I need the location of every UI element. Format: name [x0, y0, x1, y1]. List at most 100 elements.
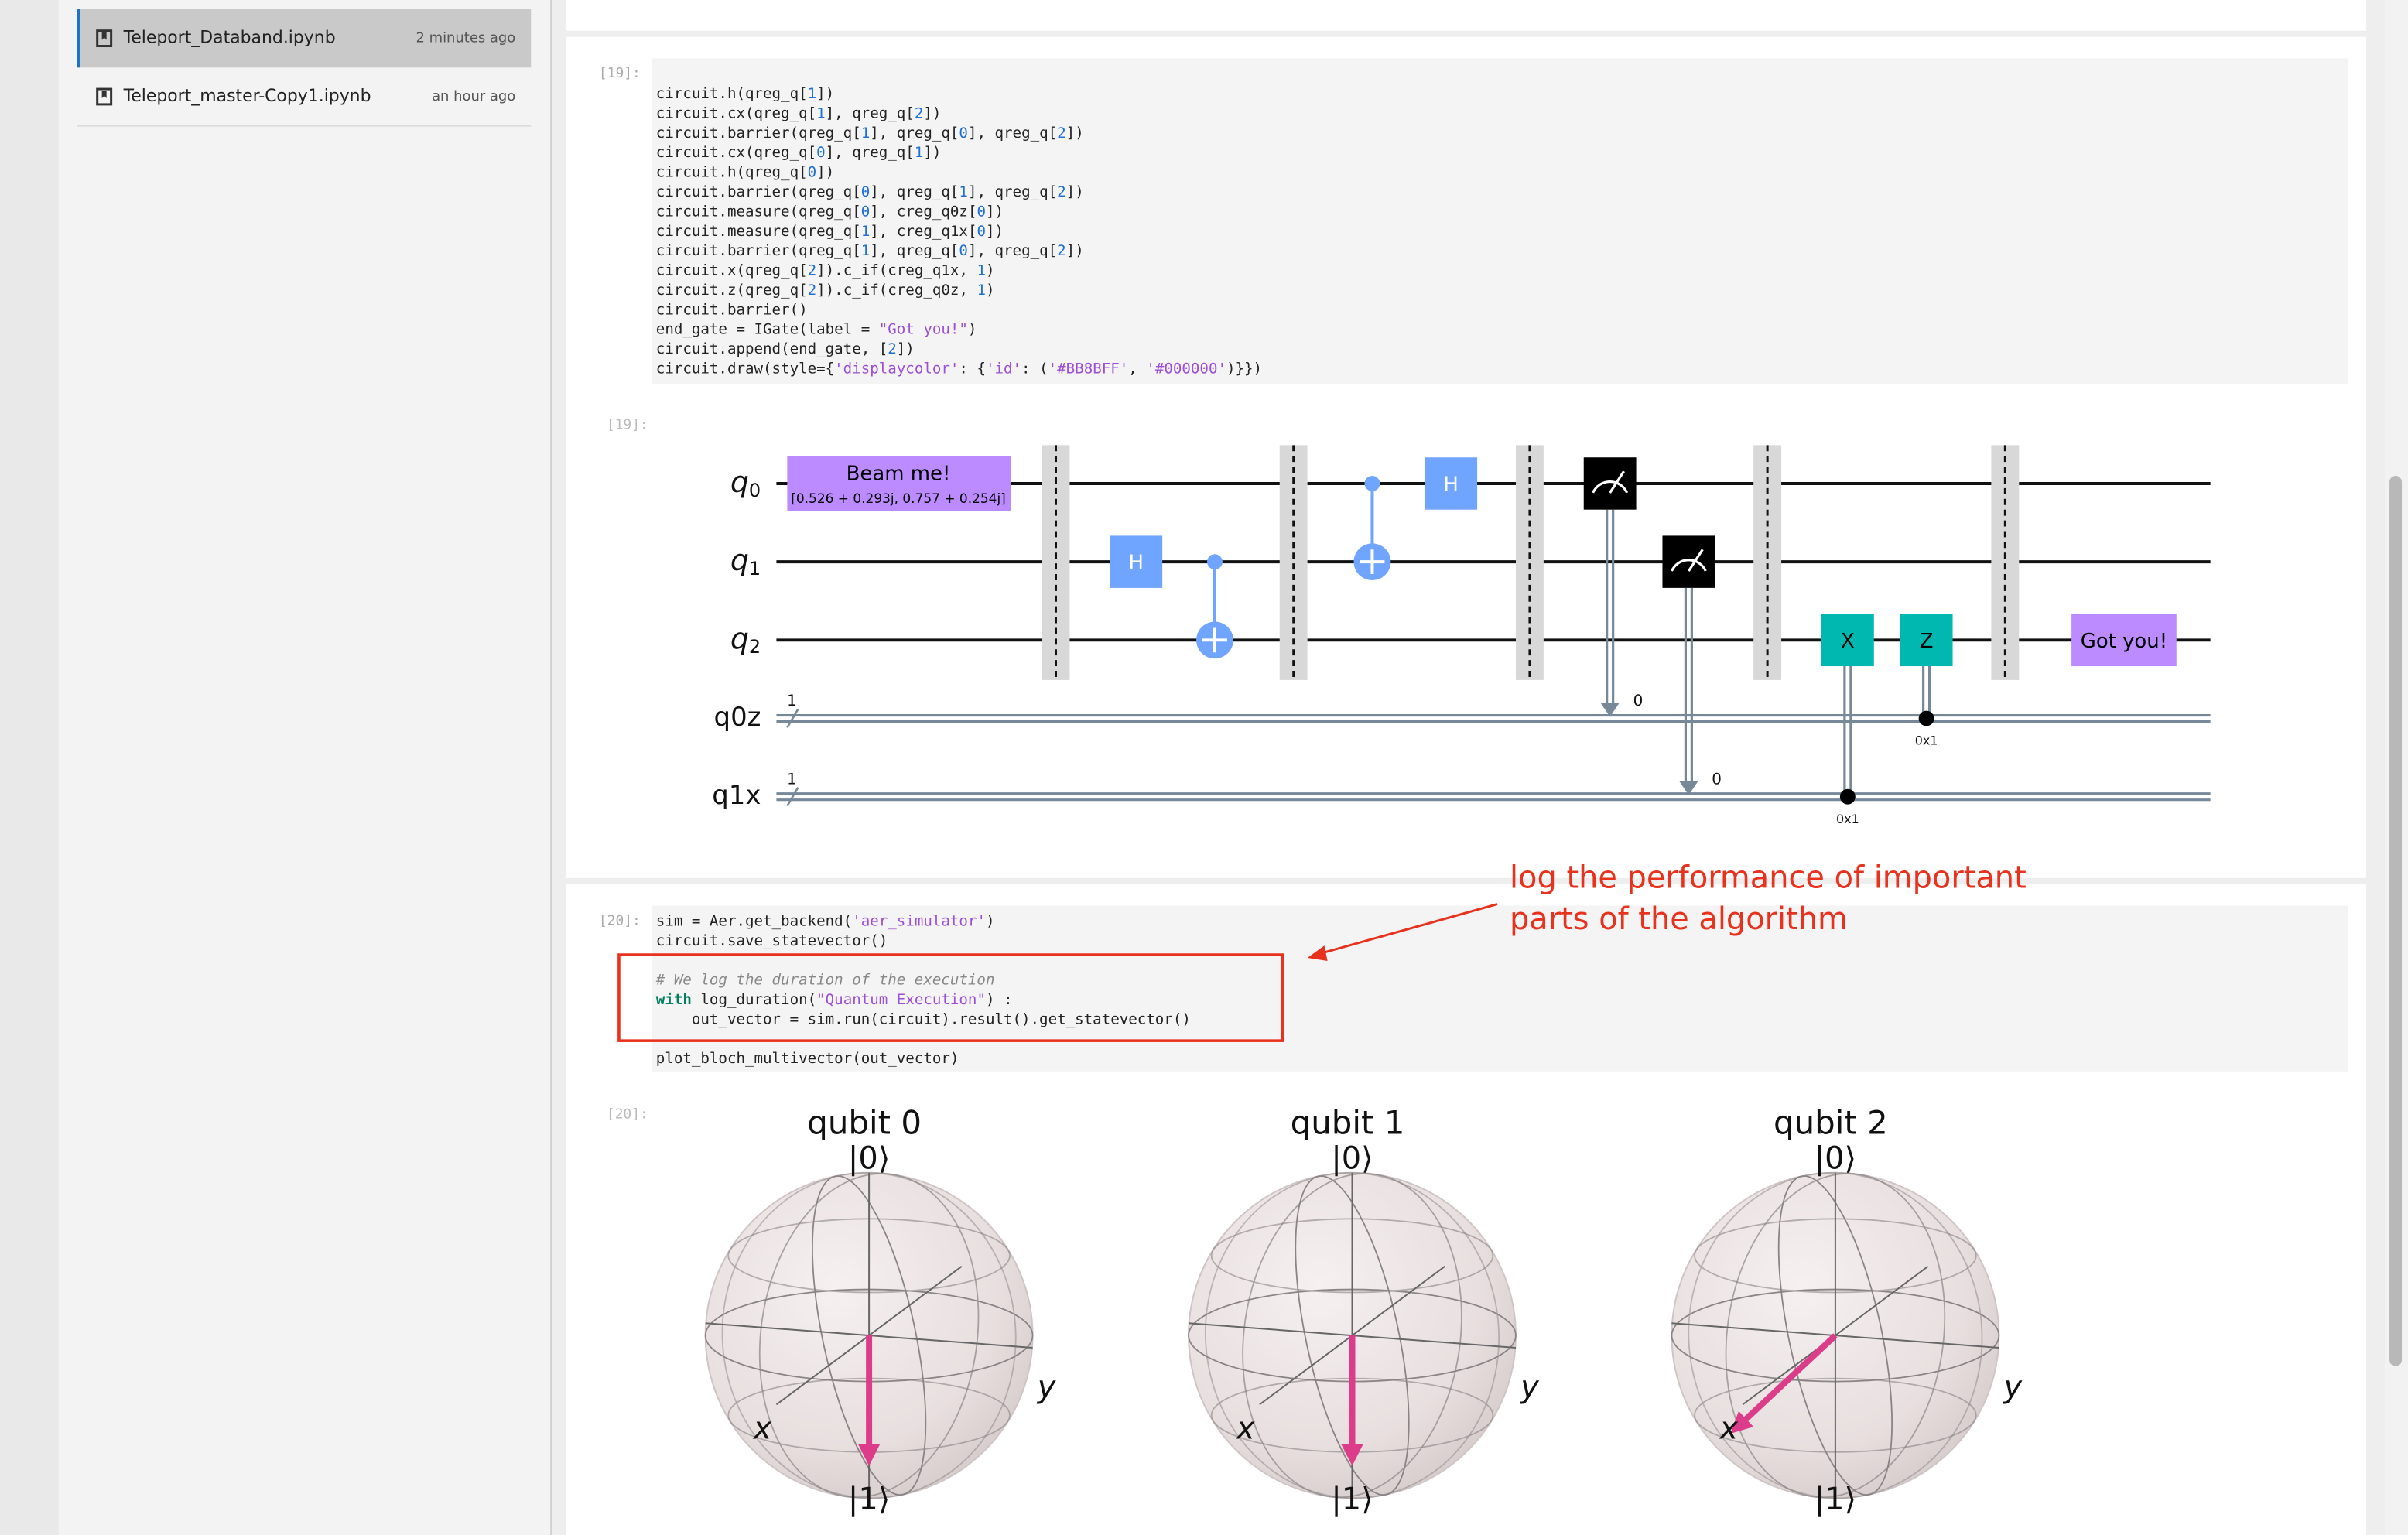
measure-bit: 0 [1633, 692, 1644, 709]
register-slash [786, 708, 799, 729]
code-line: plot_bloch_multivector(out_vector) [656, 1049, 959, 1067]
condition-value: 0x1 [1836, 812, 1859, 826]
input-prompt: [19]: [599, 65, 641, 81]
code-line: circuit.h(qreg_q[0]) [656, 162, 834, 180]
conditional-gate [1821, 614, 1874, 667]
gate-label: H [1128, 552, 1144, 575]
annotation-box [617, 953, 1284, 1042]
code-input[interactable] [651, 905, 2348, 1072]
file-name[interactable]: Teleport_master-Copy1.ipynb [123, 87, 371, 106]
annotation-arrowhead [1307, 945, 1328, 961]
bloch-sphere [1188, 1171, 1517, 1499]
code-line: # We log the duration of the execution [655, 970, 995, 988]
meridian [1688, 1171, 1983, 1499]
code-line: circuit.barrier() [656, 300, 808, 318]
qubit-label: q2 [730, 621, 761, 658]
code-line: circuit.barrier(qreg_q[1], qreg_q[0], qr… [656, 123, 1084, 141]
annotation-arrow [1321, 903, 1498, 955]
code-line: circuit.measure(qreg_q[1], creg_q1x[0]) [656, 221, 1004, 239]
code-line: circuit.h(qreg_q[1]) [656, 84, 834, 102]
gate-label: Got you! [2081, 630, 2167, 653]
code-line: circuit.x(qreg_q[2]).c_if(creg_q1x, 1) [656, 261, 995, 279]
selection-indicator [77, 9, 80, 68]
code-line: with log_duration("Quantum Execution") : [656, 990, 1013, 1008]
code-input[interactable] [651, 58, 2348, 384]
bloch-title: qubit 0 [807, 1104, 922, 1142]
measure-bit: 0 [1712, 770, 1722, 788]
scrollbar-thumb[interactable] [2389, 476, 2403, 1366]
ket-one: |1⟩ [1815, 1482, 1856, 1517]
y-label: y [2003, 1369, 2023, 1405]
meter-needle [1609, 470, 1625, 494]
y-label: y [1037, 1369, 1056, 1405]
left-rail [0, 0, 59, 1535]
measure-arrow [1600, 703, 1620, 717]
file-modified: 2 minutes ago [416, 30, 515, 46]
ket-one: |1⟩ [848, 1482, 890, 1517]
h-gate [1425, 457, 1478, 510]
measure-gate [1662, 535, 1715, 588]
code-line: circuit.save_statevector() [656, 931, 888, 949]
code-line: circuit.barrier(qreg_q[0], qreg_q[1], qr… [656, 183, 1084, 200]
cx-plus [1360, 549, 1385, 575]
register-size: 1 [787, 692, 797, 709]
meter-needle [1688, 549, 1704, 572]
clbit-label: q1x [712, 780, 761, 810]
state-arrowhead [1341, 1444, 1363, 1466]
notebook-icon-mark [101, 32, 107, 40]
code-line: circuit.z(qreg_q[2]).c_if(creg_q0z, 1) [656, 281, 995, 299]
cx-plus [1202, 627, 1227, 653]
condition-dot [1918, 710, 1934, 726]
code-line: circuit.cx(qreg_q[0], qreg_q[1]) [656, 143, 942, 161]
qubit-label: q1 [730, 543, 761, 579]
code-line: circuit.cx(qreg_q[1], qreg_q[2]) [656, 104, 942, 121]
code-line: circuit.barrier(qreg_q[1], qreg_q[0], qr… [656, 241, 1084, 259]
state-vector [1739, 1333, 1838, 1426]
content: Teleport_Databand.ipynb 2 minutes ago Tele… [96, 29, 2211, 1517]
annotation: log the performance of important [1510, 860, 2027, 895]
meridian [1725, 1173, 1946, 1499]
code-line: out_vector = sim.run(circuit).result().g… [656, 1010, 1191, 1027]
state-arrowhead [858, 1444, 881, 1466]
initialize-gate [787, 456, 1011, 511]
condition-value: 0x1 [1915, 733, 1938, 748]
notebook-icon [96, 87, 113, 106]
code-line: circuit.draw(style={'displaycolor': {'id… [656, 359, 1262, 377]
gate-label: H [1443, 473, 1459, 496]
meridian [1242, 1173, 1462, 1499]
code-line: end_gate = IGate(label = "Got you!") [656, 320, 977, 337]
output-prompt: [20]: [607, 1106, 648, 1122]
bloch-sphere [704, 1171, 1034, 1499]
file-modified: an hour ago [432, 88, 515, 104]
ket-zero: |0⟩ [1331, 1140, 1373, 1176]
selected-file-row[interactable] [77, 9, 532, 68]
h-gate [1110, 535, 1163, 588]
register-slash [786, 787, 799, 807]
meter-arc [1592, 480, 1629, 494]
qubit-label: q0 [730, 465, 761, 501]
meter-arc [1670, 559, 1707, 572]
ket-zero: |0⟩ [848, 1140, 890, 1176]
ket-one: |1⟩ [1331, 1482, 1373, 1517]
conditional-gate [1900, 614, 1953, 667]
cx-control [1364, 476, 1380, 491]
condition-dot [1839, 788, 1856, 805]
x-label: x [1235, 1411, 1255, 1447]
code-line: sim = Aer.get_backend('aer_simulator') [656, 911, 995, 929]
previous-cell [566, 0, 2367, 31]
input-prompt: [20]: [599, 912, 641, 928]
meridian [1204, 1171, 1500, 1499]
gate-label: X [1841, 630, 1855, 653]
notebook-icon-mark [101, 91, 107, 98]
measure-arrow [1679, 781, 1698, 795]
measure-gate [1583, 457, 1637, 510]
code-line: circuit.append(end_gate, [2]) [656, 340, 915, 357]
custom-gate [2071, 614, 2177, 667]
gate-label: Z [1920, 630, 1934, 653]
annotation: parts of the algorithm [1510, 901, 1848, 937]
cx-control [1206, 554, 1223, 570]
register-size: 1 [787, 770, 797, 788]
file-name[interactable]: Teleport_Databand.ipynb [123, 29, 336, 48]
